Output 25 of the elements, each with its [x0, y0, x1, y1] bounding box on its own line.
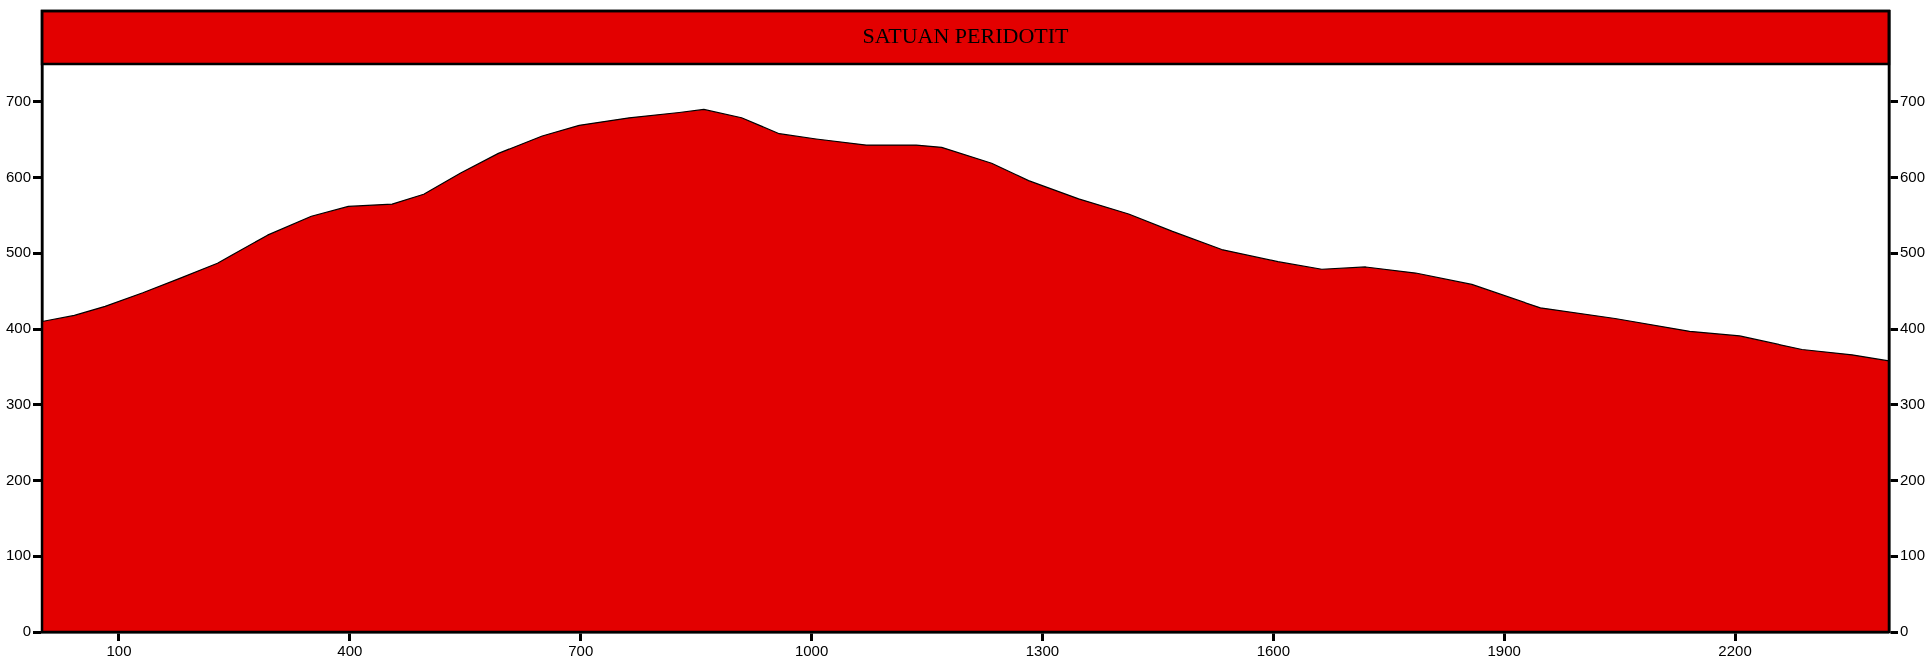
y-tick-label: 600 — [6, 167, 32, 185]
x-tick-label: 1900 — [1487, 642, 1521, 660]
y-tick-label: 300 — [6, 394, 32, 412]
x-tick-label: 1300 — [1025, 642, 1060, 660]
y2-tick-label: 700 — [1899, 92, 1925, 110]
y2-tick-label: 0 — [1899, 622, 1909, 640]
y-tick-label: 400 — [6, 319, 32, 337]
y-tick-label: 100 — [6, 546, 32, 564]
y2-tick-label: 600 — [1899, 167, 1925, 185]
y-tick-label: 0 — [22, 622, 32, 640]
y2-tick-label: 300 — [1899, 394, 1925, 412]
band-label: SATUAN PERIDOTIT — [862, 23, 1070, 49]
y-tick-label: 500 — [6, 243, 32, 261]
x-tick-label: 400 — [337, 642, 363, 660]
y2-tick-label: 200 — [1899, 470, 1925, 488]
x-tick-label: 100 — [106, 642, 132, 660]
y2-tick-label: 500 — [1899, 243, 1925, 261]
y2-tick-label: 400 — [1899, 319, 1925, 337]
x-tick-label: 700 — [568, 642, 594, 660]
x-tick-label: 1000 — [794, 642, 829, 660]
y-tick-label: 200 — [6, 470, 32, 488]
x-tick-label: 2200 — [1718, 642, 1752, 660]
y2-tick-label: 100 — [1899, 546, 1925, 564]
x-tick-label: 1600 — [1256, 642, 1291, 660]
y-tick-label: 700 — [6, 92, 32, 110]
